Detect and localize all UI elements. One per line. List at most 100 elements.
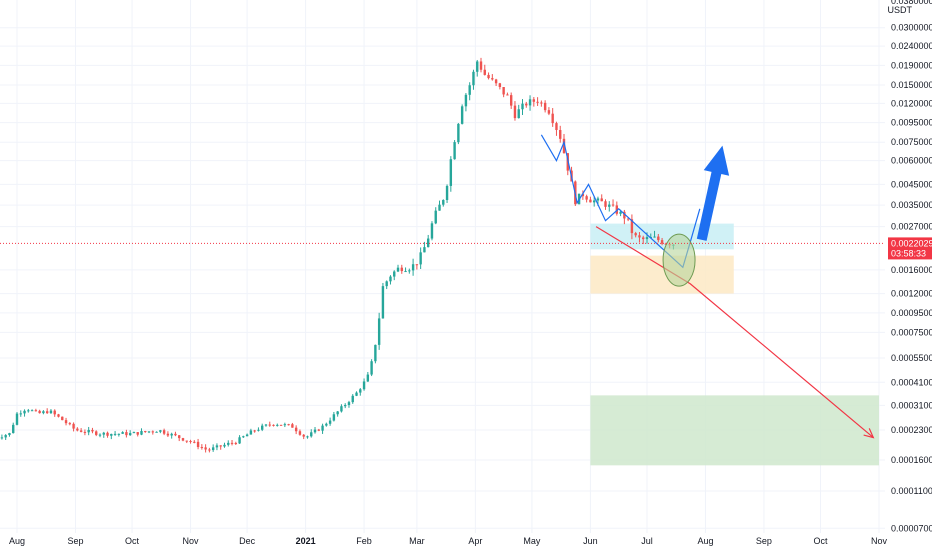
candle-down (196, 441, 200, 448)
candle-up (117, 433, 121, 435)
candle-up (445, 185, 449, 201)
candle-down (174, 433, 177, 436)
candle-down (287, 424, 290, 426)
candle-up (42, 411, 45, 414)
candle-down (634, 233, 637, 236)
candle-down (144, 431, 147, 433)
candle-down (540, 102, 543, 104)
x-tick-label: May (523, 536, 541, 546)
candle-up (87, 429, 90, 433)
y-tick-label: 0.0035000 (891, 200, 932, 210)
candle-up (227, 442, 230, 445)
candle-down (532, 99, 536, 102)
candle-down (294, 427, 298, 432)
candle-up (517, 109, 520, 119)
candle-down (615, 205, 619, 214)
candle-down (487, 74, 490, 79)
candle-up (238, 437, 241, 444)
candle-up (15, 413, 19, 425)
x-tick-label: Aug (697, 536, 713, 546)
candle-up (449, 159, 453, 186)
candle-up (596, 198, 600, 201)
x-tick-label: Sep (67, 536, 83, 546)
y-tick-label: 0.0009500 (891, 308, 932, 318)
price-axis[interactable] (885, 0, 932, 535)
candle-down (513, 105, 517, 119)
candle-up (159, 430, 162, 432)
candle-up (362, 381, 366, 390)
annotation-drawings (540, 134, 875, 439)
candle-up (385, 281, 388, 287)
candle-down (302, 434, 305, 437)
candle-down (162, 430, 166, 434)
candle-up (211, 447, 215, 451)
candle-down (219, 445, 222, 447)
candle-down (626, 218, 630, 220)
candle-up (381, 286, 385, 319)
candle-up (472, 71, 475, 86)
candle-up (4, 435, 7, 438)
candle-up (355, 392, 358, 396)
candle-down (253, 430, 256, 432)
currency-unit: USDT (888, 5, 913, 15)
price-axis-ticks: 0.0300000 0.0240000 0.0190000 0.0150000 0.01… (891, 0, 932, 533)
candle-up (521, 103, 524, 110)
candle-up (476, 61, 479, 72)
candle-down (483, 69, 486, 75)
candle-up (12, 424, 15, 434)
time-axis-ticks: Aug Sep Oct Nov Dec 2021 Feb Mar Apr May Jun Jul Aug… (9, 536, 888, 546)
candle-down (638, 235, 641, 238)
candle-down (611, 204, 615, 206)
candle-down (494, 79, 498, 84)
time-axis[interactable] (0, 533, 885, 550)
candle-down (38, 410, 41, 414)
candle-up (264, 424, 268, 426)
y-tick-label: 0.0095000 (891, 118, 932, 128)
support-zone (590, 255, 734, 294)
candle-up (411, 264, 415, 271)
current-price-label: 0.0022029 (891, 238, 932, 248)
candle-down (166, 433, 170, 436)
candle-up (283, 424, 287, 426)
candle-down (498, 83, 502, 88)
candle-up (242, 436, 245, 438)
y-tick-label: 0.0120000 (891, 98, 932, 108)
candle-down (83, 431, 87, 433)
candle-down (200, 447, 204, 449)
candle-up (359, 389, 362, 393)
candle-down (95, 431, 98, 435)
candle-down (630, 219, 634, 234)
x-tick-label: Oct (125, 536, 140, 546)
x-tick-label: Apr (468, 536, 482, 546)
candle-up (19, 413, 22, 415)
candle-up (249, 430, 253, 435)
candle-up (310, 432, 313, 437)
candle-up (140, 431, 143, 435)
candle-down (151, 431, 155, 433)
x-tick-label: Sep (756, 536, 772, 546)
candle-up (370, 361, 373, 375)
candle-down (106, 432, 109, 436)
candle-up (344, 405, 347, 407)
candle-up (49, 410, 53, 414)
candle-up (30, 410, 34, 412)
x-tick-label: Oct (814, 536, 829, 546)
x-tick-label: Mar (409, 536, 425, 546)
candle-up (328, 420, 332, 424)
candle-up (132, 432, 136, 434)
candle-down (400, 267, 403, 272)
x-tick-label: 2021 (296, 536, 316, 546)
candle-up (377, 318, 381, 345)
candle-down (657, 236, 660, 241)
candle-up (442, 200, 445, 205)
candle-up (23, 410, 26, 414)
candle-down (185, 440, 188, 442)
candle-up (102, 432, 105, 435)
candle-up (347, 402, 351, 406)
candle-down (562, 138, 566, 154)
candle-up (336, 411, 339, 415)
candle-up (276, 424, 279, 426)
candle-down (604, 201, 607, 207)
candle-down (61, 416, 64, 421)
